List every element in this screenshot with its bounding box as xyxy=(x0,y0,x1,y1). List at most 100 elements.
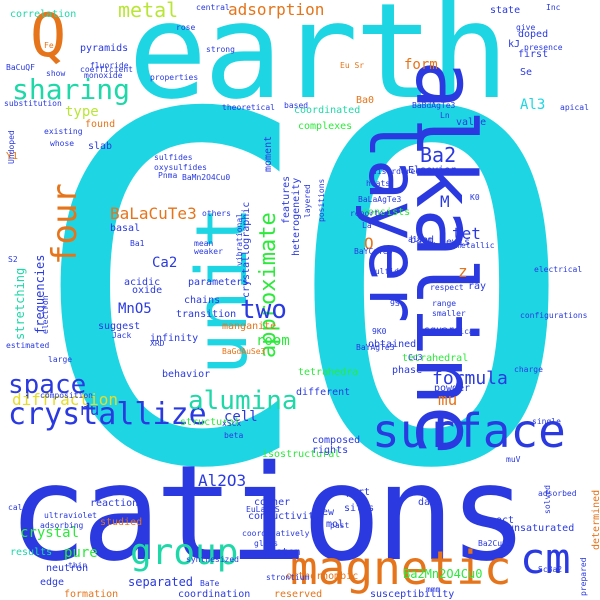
word: pyramids xyxy=(80,43,129,54)
word: mol xyxy=(326,519,345,530)
word: space xyxy=(8,370,87,400)
word: reserved xyxy=(274,589,323,600)
word: adsorbed xyxy=(538,489,577,498)
word: O xyxy=(364,234,374,253)
word: diffraction xyxy=(12,390,118,409)
word: fluoride xyxy=(90,61,129,70)
word: BaGdAuSe3 xyxy=(222,347,266,356)
word: parameters xyxy=(188,277,249,288)
word: pure xyxy=(64,545,98,561)
word: existing xyxy=(44,127,83,136)
word: magnetic xyxy=(290,541,512,595)
word: oct xyxy=(496,515,515,526)
word: alumina xyxy=(188,386,298,416)
word: large xyxy=(48,355,73,364)
word: type xyxy=(65,104,99,120)
word: Lewis xyxy=(440,237,471,248)
word: value xyxy=(456,117,487,128)
word: BaBdAgTe3 xyxy=(412,101,456,110)
word: BaLaAgTe3 xyxy=(358,195,402,204)
word: tet xyxy=(452,224,481,243)
word: different xyxy=(296,387,351,398)
word: structural xyxy=(180,417,241,428)
word: neutron xyxy=(46,563,89,574)
word: system xyxy=(264,547,301,558)
word: tetrahedral xyxy=(402,353,469,364)
word: central xyxy=(196,3,230,12)
word: thin xyxy=(68,561,88,570)
word: Inc xyxy=(546,3,561,12)
word: BaMn2O4Cu0 xyxy=(182,173,231,182)
word: mmm xyxy=(426,585,441,594)
word: Undoped xyxy=(7,130,16,164)
word: crystallize xyxy=(8,397,207,432)
word: transition xyxy=(176,309,237,320)
word: Y1 xyxy=(6,151,19,162)
word: whose xyxy=(50,139,75,148)
word: Q xyxy=(30,1,67,71)
word: strontium xyxy=(266,573,310,582)
word: reaction xyxy=(90,498,139,509)
word: Pnma xyxy=(158,171,178,180)
word: Ln xyxy=(440,111,450,120)
word: surface xyxy=(372,404,566,458)
word: kJ xyxy=(508,39,521,50)
word: behavior xyxy=(162,369,211,380)
word: formula xyxy=(432,368,508,389)
word: vibrational xyxy=(235,213,244,266)
word: room xyxy=(256,333,290,349)
word: Ba2Mn2O4Cu0 xyxy=(403,567,483,581)
word: BaLaCuTe3 xyxy=(110,204,197,223)
word: coordinatively xyxy=(242,529,310,538)
word: orthorhombic xyxy=(286,571,359,582)
word: weaker xyxy=(194,247,223,256)
word: unsaturated xyxy=(508,523,575,534)
word: determined xyxy=(591,489,600,550)
word: ray xyxy=(468,281,487,292)
word: doped xyxy=(518,29,549,40)
word: oxide xyxy=(132,285,163,296)
word: presence xyxy=(524,43,563,52)
word: new xyxy=(316,507,335,518)
word: synthesized xyxy=(186,555,239,564)
word: Cu3 xyxy=(408,353,423,362)
word: results xyxy=(10,547,53,558)
word: four xyxy=(45,183,85,265)
word: first xyxy=(518,49,549,60)
word: based xyxy=(284,101,309,110)
word: Ca2 xyxy=(152,255,178,271)
word: composed xyxy=(312,435,361,446)
word: coordination xyxy=(178,589,251,600)
word: suggest xyxy=(98,321,141,332)
word: charge xyxy=(514,365,543,374)
word: substitution xyxy=(4,99,62,108)
word: Fe xyxy=(44,41,54,50)
word: adsorption xyxy=(228,0,325,19)
word: single xyxy=(532,417,561,426)
word: two xyxy=(240,295,287,325)
word: theoretical xyxy=(222,103,275,112)
word: electrical xyxy=(534,265,583,274)
word: smaller xyxy=(432,309,466,318)
word: separated xyxy=(128,575,194,589)
word: studied xyxy=(100,517,143,528)
word: isostructural xyxy=(262,449,341,460)
word: Al2O3 xyxy=(198,471,247,490)
word: Se xyxy=(520,67,533,78)
word: respect xyxy=(430,283,464,292)
word: conductivity xyxy=(248,511,321,522)
word: ScBa2 xyxy=(538,565,563,574)
word: layered xyxy=(303,184,312,218)
word: monoxide xyxy=(84,71,123,80)
word: sites xyxy=(344,503,375,514)
word: muV xyxy=(506,455,521,464)
word: American xyxy=(440,327,479,336)
word: calc xyxy=(8,503,28,512)
word: basal xyxy=(110,223,141,234)
word: xScx xyxy=(222,419,242,428)
word: sharing xyxy=(12,73,131,106)
word: MnO5 xyxy=(118,301,152,317)
word: corner xyxy=(254,497,291,508)
word: positions xyxy=(317,178,326,222)
